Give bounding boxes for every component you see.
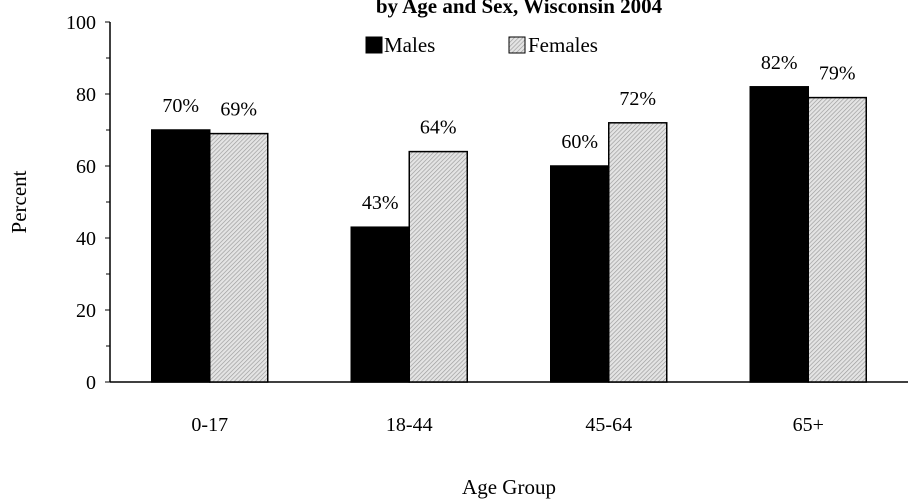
legend-label-males: Males	[384, 33, 435, 57]
data-label-females-0-17: 69%	[220, 99, 257, 121]
y-tick-label-40: 40	[76, 228, 96, 250]
data-label-females-45-64: 72%	[619, 88, 656, 110]
x-tick-label-45-64: 45-64	[585, 414, 632, 436]
y-tick-label-60: 60	[76, 156, 96, 178]
bar-females-18-44	[408, 150, 468, 383]
y-tick-label-0: 0	[86, 372, 96, 394]
data-label-males-0-17: 70%	[162, 95, 199, 117]
bar-males-45-64	[550, 165, 610, 383]
x-tick-label-18-44: 18-44	[386, 414, 433, 436]
bar-males-0-17	[151, 129, 211, 383]
data-label-females-65+: 79%	[819, 63, 856, 85]
data-label-males-45-64: 60%	[561, 131, 598, 153]
y-tick-label-80: 80	[76, 84, 96, 106]
plot-area: 0 20 40 60 80 100 70% 69% 0-17 43% 64% 18-44 60% 72% 4…	[66, 12, 908, 436]
legend-label-females: Females	[528, 33, 598, 57]
legend: Males Females	[365, 33, 598, 57]
bar-females-0-17	[209, 132, 269, 383]
data-label-males-18-44: 43%	[362, 192, 399, 214]
y-tick-label-20: 20	[76, 300, 96, 322]
bar-females-45-64	[608, 122, 668, 383]
x-axis-title: Age Group	[462, 475, 556, 499]
legend-swatch-males	[365, 36, 383, 54]
bar-females-65+	[807, 96, 867, 383]
bar-males-18-44	[350, 226, 410, 383]
legend-swatch-females	[508, 36, 526, 54]
bar-males-65+	[749, 86, 809, 383]
data-label-females-18-44: 64%	[420, 117, 457, 139]
data-label-males-65+: 82%	[761, 52, 798, 74]
y-tick-label-100: 100	[66, 12, 96, 34]
y-axis-title: Percent	[7, 170, 31, 233]
chart-title: by Age and Sex, Wisconsin 2004	[376, 0, 663, 18]
x-tick-label-65+: 65+	[793, 414, 824, 436]
x-tick-label-0-17: 0-17	[191, 414, 228, 436]
